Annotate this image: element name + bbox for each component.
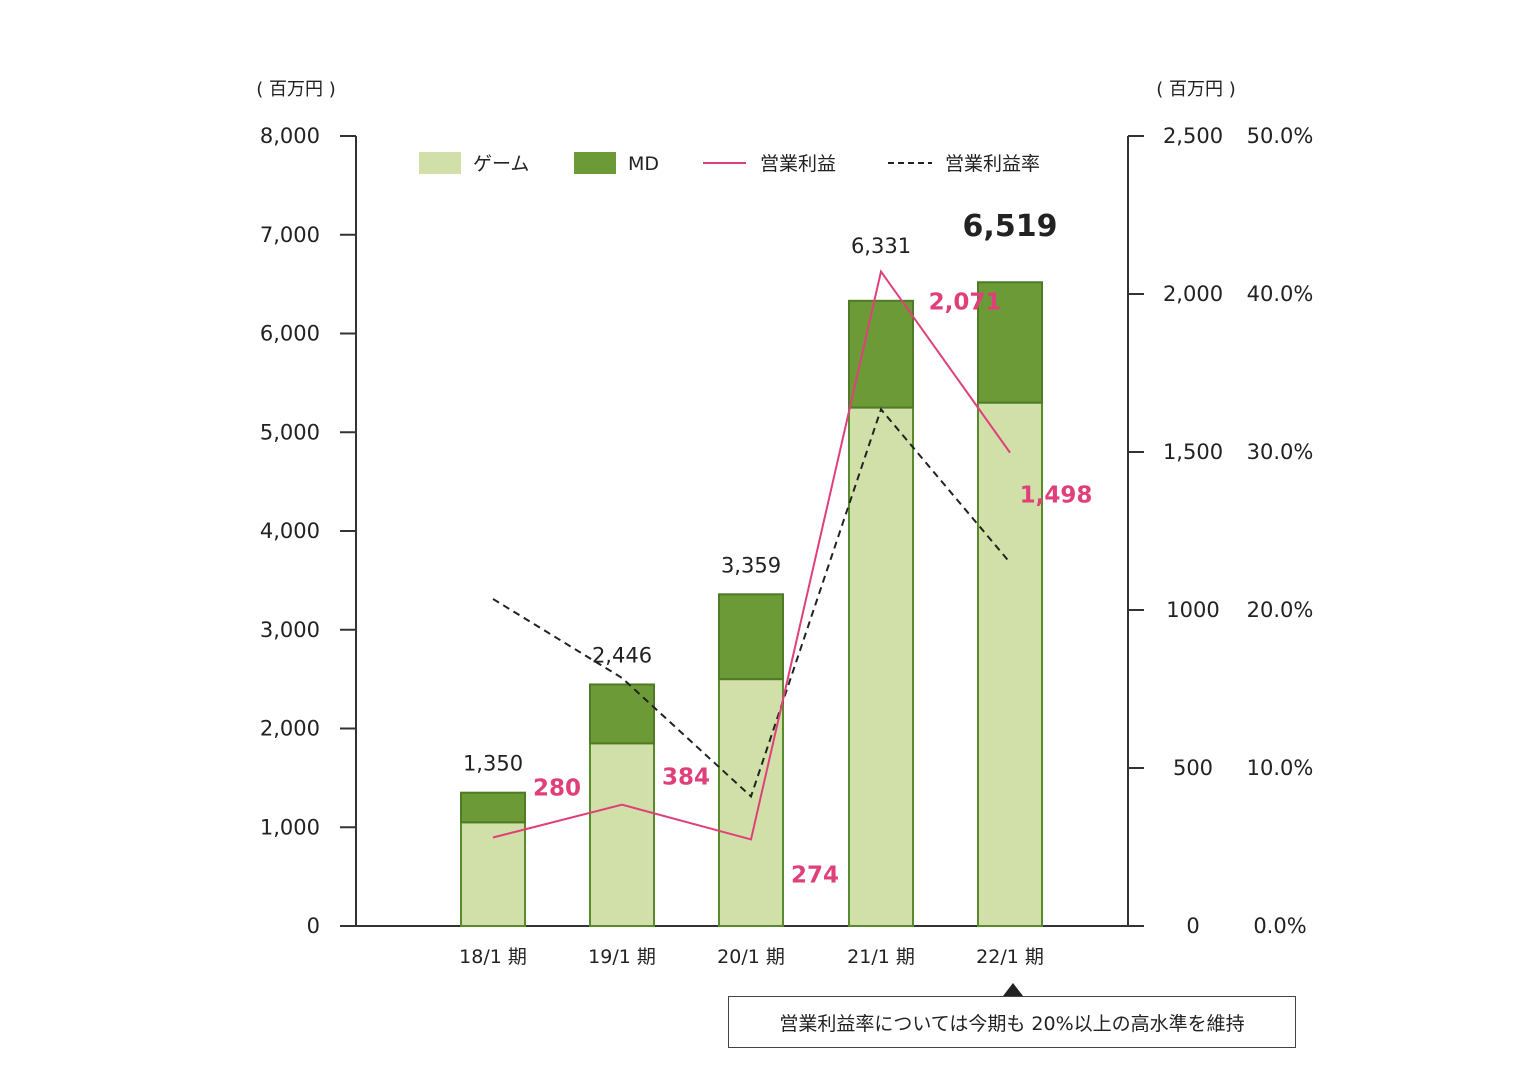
right-axis2-tick-label: 50.0% <box>1247 124 1314 148</box>
bar-game <box>848 406 914 927</box>
bar-game <box>977 401 1043 927</box>
annotation-note: 営業利益率については今期も 20%以上の高水準を維持 <box>728 996 1296 1048</box>
total-label: 2,446 <box>592 643 652 667</box>
left-axis-tick-label: 6,000 <box>260 322 320 346</box>
total-label: 6,331 <box>851 234 911 258</box>
legend-label-md: MD <box>628 153 659 175</box>
left-axis-unit: ( 百万円 ) <box>256 79 336 100</box>
left-axis-tick-label: 7,000 <box>260 223 320 247</box>
x-axis-tick-label: 19/1 期 <box>588 946 656 968</box>
right-axis-tick-label: 2,500 <box>1163 124 1223 148</box>
legend-label-ratio: 営業利益率 <box>945 153 1040 175</box>
legend-label-profit: 営業利益 <box>760 153 836 175</box>
x-axis-tick-label: 22/1 期 <box>976 946 1044 968</box>
x-axis-tick-label: 20/1 期 <box>717 946 785 968</box>
x-axis-tick-label: 18/1 期 <box>459 946 527 968</box>
legend-swatch-md <box>574 152 616 174</box>
profit-data-label: 274 <box>791 862 839 888</box>
bar-md <box>589 683 655 745</box>
left-axis-tick-label: 2,000 <box>260 717 320 741</box>
right-axis-unit: ( 百万円 ) <box>1156 79 1236 100</box>
legend-swatch-game <box>419 152 461 174</box>
profit-data-label: 280 <box>533 776 581 802</box>
bar-game <box>589 742 655 927</box>
left-axis-tick-label: 1,000 <box>260 815 320 839</box>
right-axis2-tick-label: 20.0% <box>1247 598 1314 622</box>
total-label-current: 6,519 <box>963 209 1058 244</box>
profit-data-label: 1,498 <box>1020 483 1093 509</box>
total-label: 1,350 <box>463 752 523 776</box>
series-line-operating-profit <box>492 269 1011 841</box>
right-axis2-tick-label: 10.0% <box>1247 756 1314 780</box>
bar-game <box>460 821 526 927</box>
profit-data-label: 2,071 <box>929 290 1002 316</box>
left-axis-tick-label: 5,000 <box>260 420 320 444</box>
total-label: 3,359 <box>721 553 781 577</box>
right-axis2-tick-label: 0.0% <box>1253 914 1306 938</box>
x-axis-tick-label: 21/1 期 <box>847 946 915 968</box>
right-axis-tick-label: 1000 <box>1166 598 1219 622</box>
right-axis-tick-label: 2,000 <box>1163 282 1223 306</box>
note-arrow-icon <box>1003 983 1023 996</box>
legend-label-game: ゲーム <box>473 153 529 175</box>
right-axis-tick-label: 1,500 <box>1163 440 1223 464</box>
profit-data-label: 384 <box>662 765 710 791</box>
series-line-profit-ratio <box>492 407 1011 799</box>
right-axis2-tick-label: 40.0% <box>1247 282 1314 306</box>
right-axis2-tick-label: 30.0% <box>1247 440 1314 464</box>
left-axis-tick-label: 4,000 <box>260 519 320 543</box>
right-axis-tick-label: 0 <box>1186 914 1199 938</box>
right-axis-tick-label: 500 <box>1173 756 1213 780</box>
bar-md <box>977 281 1043 404</box>
annotation-note-text: 営業利益率については今期も 20%以上の高水準を維持 <box>779 1012 1245 1035</box>
bar-game <box>718 678 784 927</box>
left-axis-tick-label: 8,000 <box>260 124 320 148</box>
left-axis-tick-label: 3,000 <box>260 618 320 642</box>
left-axis-tick-label: 0 <box>307 914 320 938</box>
bar-md <box>460 791 526 824</box>
bar-md <box>718 593 784 681</box>
bar-md <box>848 299 914 409</box>
